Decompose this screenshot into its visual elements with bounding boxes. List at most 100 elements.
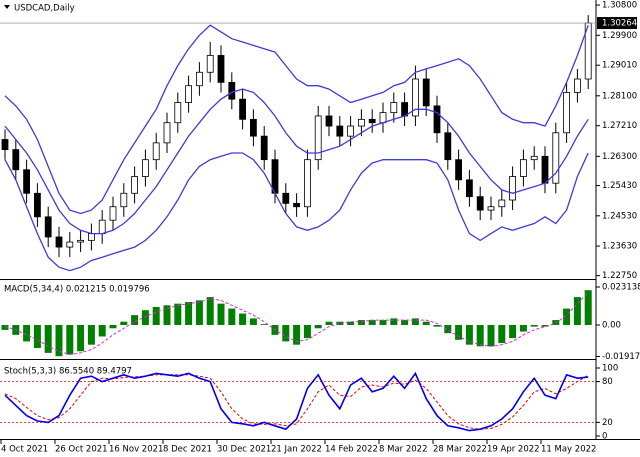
- candle-body: [476, 196, 484, 211]
- macd-bar: [325, 321, 333, 325]
- candle-body: [390, 102, 398, 114]
- x-tick-label: 21 Jan 2022: [271, 445, 322, 455]
- candle-body: [293, 202, 301, 208]
- macd-bar: [87, 324, 95, 345]
- y-tick-label: 20: [602, 418, 613, 428]
- y-tick-label: 80: [602, 377, 613, 387]
- macd-bar: [98, 324, 106, 337]
- macd-bar: [455, 324, 463, 340]
- macd-bar: [206, 297, 214, 325]
- macd-bar: [584, 290, 592, 325]
- candle-body: [465, 179, 473, 198]
- y-tick-label: 1.22750: [602, 271, 637, 281]
- candle-body: [444, 132, 452, 161]
- macd-bar: [141, 310, 149, 325]
- x-tick-label: 19 Apr 2022: [487, 445, 540, 455]
- macd-bar: [239, 313, 247, 325]
- x-tick-label: 11 May 2022: [541, 445, 596, 455]
- macd-bar: [401, 320, 409, 325]
- chart-title: USDCAD,Daily: [14, 4, 75, 14]
- candle-body: [379, 112, 387, 124]
- candle-body: [55, 236, 63, 248]
- x-tick-label: 8 Dec 2021: [163, 445, 212, 455]
- candle-body: [282, 192, 290, 204]
- candle-body: [249, 118, 257, 137]
- x-tick-label: 28 Mar 2022: [433, 445, 487, 455]
- y-tick-label: 1.23630: [602, 242, 637, 252]
- macd-signal: [4, 292, 589, 356]
- last-price-label: 1.30264: [602, 19, 637, 29]
- y-tick-label: 1.25430: [602, 181, 637, 191]
- macd-bar: [44, 324, 52, 353]
- macd-bar: [293, 324, 301, 345]
- panel-title: Stoch(5,3,3) 86.5540 89.4797: [4, 367, 132, 377]
- menu-arrow: [4, 5, 10, 9]
- y-tick-label: 1.29010: [602, 61, 637, 71]
- stoch-signal: [4, 374, 589, 430]
- candle-body: [44, 216, 52, 238]
- macd-bar: [195, 300, 203, 325]
- x-tick-label: 26 Oct 2021: [55, 445, 108, 455]
- candle-body: [152, 142, 160, 161]
- macd-bar: [66, 324, 74, 355]
- candle-body: [509, 176, 517, 201]
- macd-bar: [498, 324, 506, 344]
- macd-bar: [228, 308, 236, 325]
- candle-body: [23, 169, 31, 194]
- candle-body: [314, 115, 322, 161]
- y-tick-label: 1.24530: [602, 211, 637, 221]
- x-tick-label: 8 Mar 2022: [379, 445, 427, 455]
- x-tick-label: 4 Oct 2021: [1, 445, 48, 455]
- candle-body: [368, 118, 376, 124]
- y-tick-label: 1.27210: [602, 121, 637, 131]
- y-tick-label: -0.019175: [602, 352, 640, 362]
- macd-bar: [55, 324, 63, 357]
- macd-bar: [1, 324, 9, 330]
- candle-body: [77, 239, 84, 243]
- candle-body: [195, 71, 203, 87]
- candle-body: [498, 199, 506, 208]
- y-tick-label: 100: [602, 364, 618, 374]
- macd-bar: [152, 306, 160, 325]
- macd-bar: [357, 320, 365, 325]
- x-tick-label: 14 Feb 2022: [325, 445, 378, 455]
- candle-body: [541, 155, 549, 184]
- candle-body: [217, 55, 225, 83]
- macd-bar: [552, 320, 560, 325]
- macd-bar: [444, 324, 452, 334]
- macd-bar: [120, 321, 128, 325]
- candle-body: [141, 159, 149, 177]
- candle-body: [347, 125, 355, 137]
- macd-bar: [563, 308, 571, 325]
- candle-body: [88, 233, 95, 241]
- macd-bar: [433, 324, 441, 327]
- candle-body: [433, 105, 441, 134]
- candle-body: [1, 139, 9, 150]
- macd-bar: [174, 303, 182, 325]
- macd-bar: [77, 324, 85, 352]
- panel-title: MACD(5,34,4) 0.021215 0.019796: [4, 285, 150, 295]
- macd-bar: [347, 321, 355, 325]
- candle-body: [34, 192, 41, 218]
- candle-body: [12, 149, 20, 171]
- macd-bar: [487, 324, 495, 347]
- macd-bar: [422, 321, 430, 325]
- macd-bar: [368, 320, 376, 325]
- stoch-main: [4, 371, 589, 432]
- macd-bar: [336, 321, 344, 325]
- candle-body: [487, 206, 495, 211]
- macd-bar: [23, 324, 31, 342]
- candle-body: [422, 78, 430, 107]
- candle-body: [66, 241, 74, 248]
- macd-bar: [314, 324, 322, 329]
- y-tick-label: 0: [602, 432, 607, 442]
- macd-bar: [465, 324, 473, 345]
- candle-body: [530, 155, 538, 161]
- y-tick-label: 1.26300: [602, 152, 637, 162]
- candle-body: [206, 55, 214, 73]
- candle-body: [163, 122, 171, 144]
- candle-body: [325, 115, 333, 127]
- candle-body: [260, 135, 268, 161]
